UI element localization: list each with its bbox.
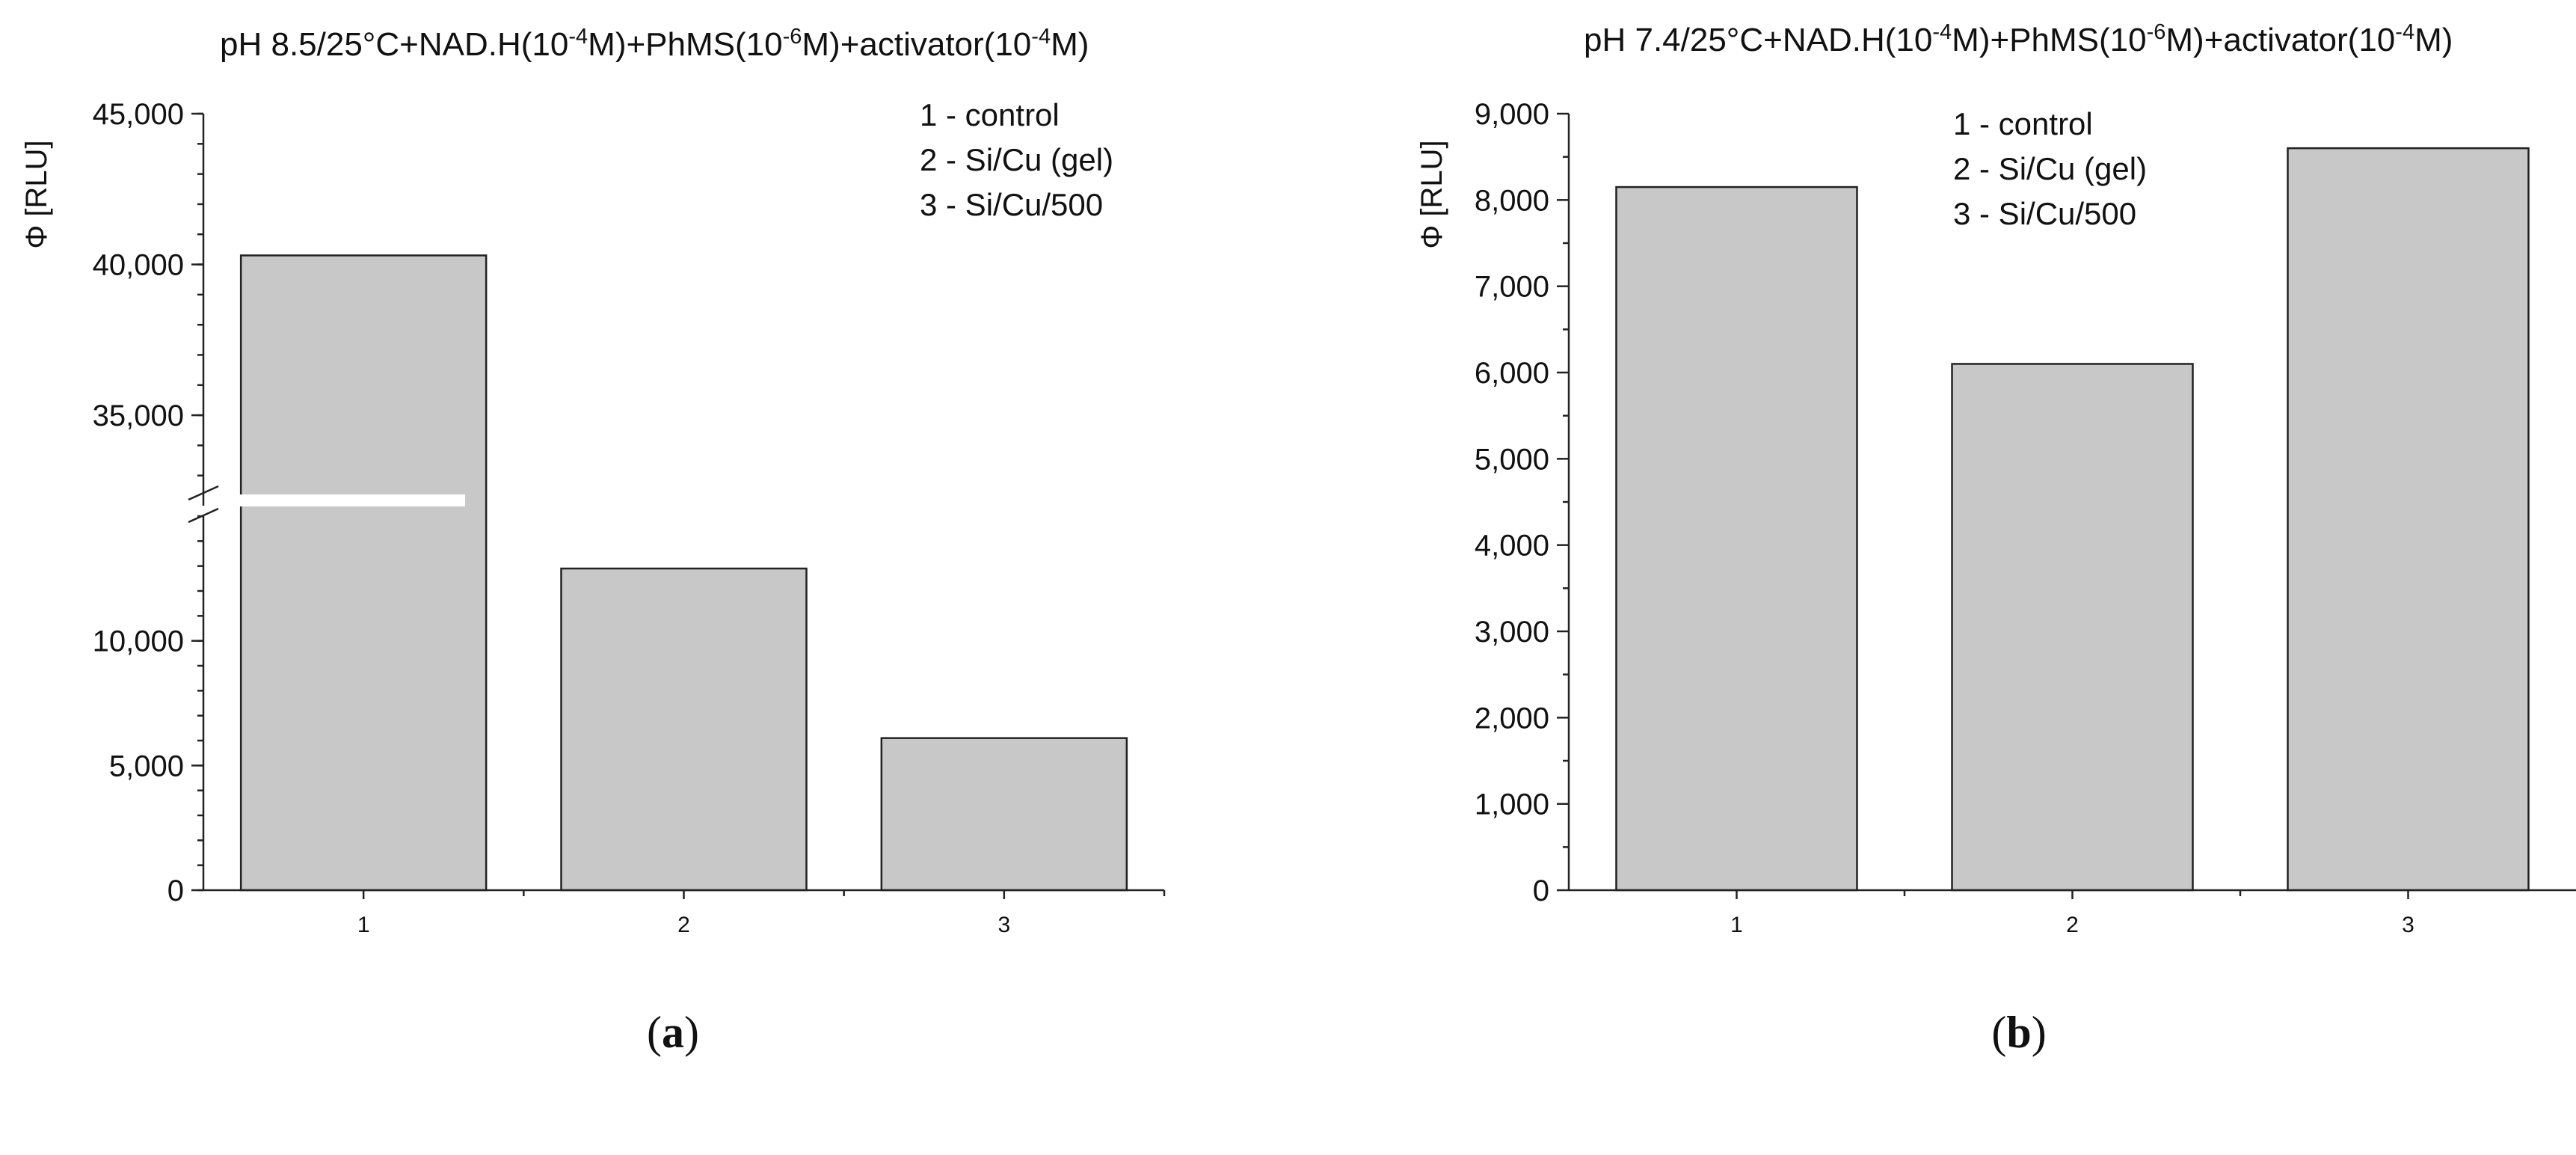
axis-break-mark-a bbox=[188, 485, 219, 501]
y-tick-label: 4,000 bbox=[1475, 530, 1549, 563]
y-tick-label: 7,000 bbox=[1475, 271, 1549, 304]
y-axis-label-a: Φ [RLU] bbox=[20, 140, 53, 248]
y-tick-label: 6,000 bbox=[1475, 357, 1549, 390]
x-ticks-b: 1 2 3 bbox=[1730, 890, 2414, 937]
panel-a: pH 8.5/25°C+NAD.H(10-4M)+PhMS(10-6M)+act… bbox=[20, 25, 1166, 1057]
y-tick-label: 1,000 bbox=[1475, 788, 1549, 821]
panel-caption-a: (a) bbox=[647, 1008, 699, 1057]
y-tick-label: 5,000 bbox=[109, 750, 184, 782]
chart-title-a: pH 8.5/25°C+NAD.H(10-4M)+PhMS(10-6M)+act… bbox=[220, 25, 1089, 63]
y-tick-label: 10,000 bbox=[93, 625, 184, 658]
panel-caption-b: (b) bbox=[1991, 1008, 2046, 1057]
legend-entry: 1 - control bbox=[920, 97, 1060, 132]
legend-a: 1 - control 2 - Si/Cu (gel) 3 - Si/Cu/50… bbox=[920, 97, 1113, 222]
legend-entry: 2 - Si/Cu (gel) bbox=[920, 142, 1113, 177]
axis-break-mark-a bbox=[188, 507, 219, 524]
y-tick-label: 8,000 bbox=[1475, 184, 1549, 217]
y-tick-label: 0 bbox=[167, 874, 184, 907]
bars-a bbox=[239, 254, 1128, 892]
legend-entry: 3 - Si/Cu/500 bbox=[1953, 196, 2136, 231]
x-ticks-a: 1 2 3 bbox=[357, 890, 1166, 937]
axis-break-gap-a bbox=[220, 494, 465, 506]
x-tick-label: 2 bbox=[2066, 913, 2079, 937]
bar-1 bbox=[239, 254, 488, 892]
bars-b bbox=[1615, 147, 2530, 892]
bar-2 bbox=[560, 567, 808, 892]
y-tick-label: 0 bbox=[1533, 874, 1549, 907]
x-tick-label: 1 bbox=[1730, 913, 1743, 937]
bar-3 bbox=[2287, 147, 2530, 892]
bar-3 bbox=[880, 737, 1128, 892]
y-tick-label: 35,000 bbox=[93, 399, 184, 432]
y-tick-label: 40,000 bbox=[93, 249, 184, 282]
x-tick-label: 1 bbox=[357, 913, 370, 937]
y-ticks-b: 0 1,000 2,000 3,000 4,000 5,000 6,000 7,000 8,00… bbox=[1475, 98, 1569, 907]
panel-b: pH 7.4/25°C+NAD.H(10-4M)+PhMS(10-6M)+act… bbox=[1415, 20, 2576, 1057]
bar-2 bbox=[1951, 363, 2194, 892]
x-tick-label: 3 bbox=[2402, 913, 2414, 937]
y-ticks-a: 0 5,000 10,000 35,000 40,000 45,000 bbox=[93, 98, 203, 907]
y-tick-label: 9,000 bbox=[1475, 98, 1549, 131]
legend-entry: 3 - Si/Cu/500 bbox=[920, 187, 1103, 222]
y-tick-label: 5,000 bbox=[1475, 443, 1549, 476]
bar-1 bbox=[1615, 186, 1858, 892]
y-tick-label: 3,000 bbox=[1475, 616, 1549, 649]
x-tick-label: 3 bbox=[997, 913, 1010, 937]
legend-entry: 2 - Si/Cu (gel) bbox=[1953, 151, 2147, 186]
legend-entry: 1 - control bbox=[1953, 106, 2093, 141]
y-tick-label: 2,000 bbox=[1475, 702, 1549, 735]
legend-b: 1 - control 2 - Si/Cu (gel) 3 - Si/Cu/50… bbox=[1953, 106, 2147, 231]
y-tick-label: 45,000 bbox=[93, 98, 184, 131]
y-axis-label-b: Φ [RLU] bbox=[1415, 140, 1448, 248]
x-tick-label: 2 bbox=[677, 913, 690, 937]
chart-title-b: pH 7.4/25°C+NAD.H(10-4M)+PhMS(10-6M)+act… bbox=[1584, 20, 2453, 58]
